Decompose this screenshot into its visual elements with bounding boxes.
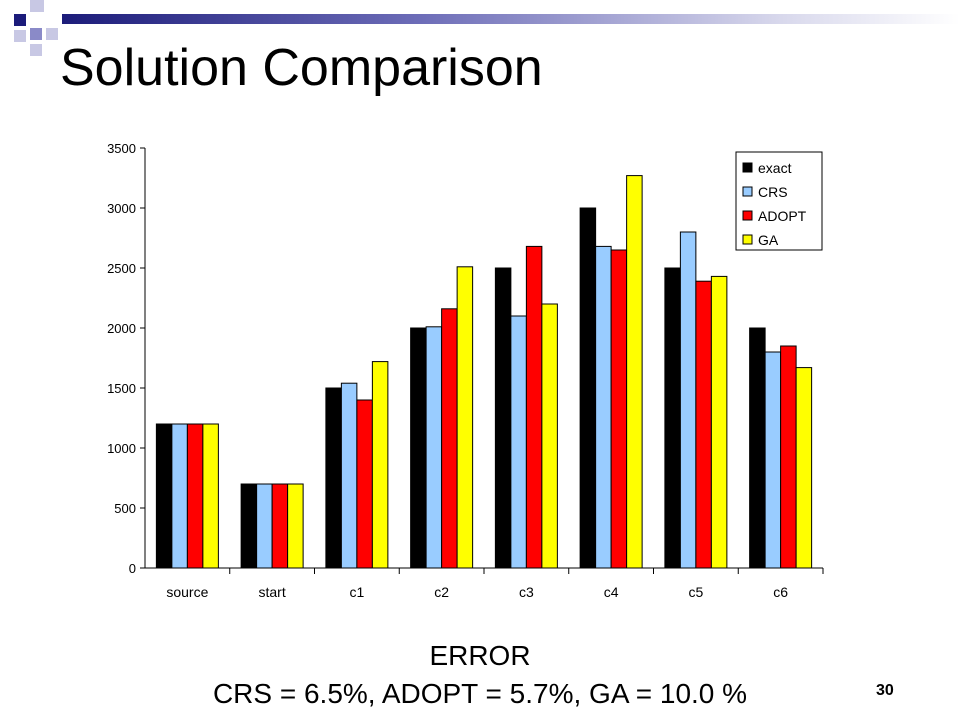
bar-exact: [494, 267, 512, 569]
deco-square-light-2: [46, 28, 58, 40]
bar-adopt: [441, 308, 458, 569]
y-tick-label: 2000: [107, 321, 136, 336]
x-tick-label: c5: [688, 584, 703, 600]
bar-ga: [541, 303, 558, 569]
deco-square-light-4: [30, 44, 42, 56]
bar-adopt: [610, 249, 628, 569]
bar-ga: [795, 367, 813, 569]
bar-crs: [425, 326, 443, 569]
bar-crs: [510, 315, 527, 569]
bar-adopt: [525, 245, 543, 569]
x-tick-label: c4: [604, 584, 619, 600]
bar-ga: [626, 175, 643, 569]
y-tick-label: 500: [114, 501, 136, 516]
header-decoration: [0, 0, 960, 60]
x-tick-label: start: [259, 584, 286, 600]
x-tick-label: source: [166, 584, 208, 600]
y-tick-label: 2500: [107, 261, 136, 276]
bar-crs: [340, 382, 358, 569]
bar-crs: [256, 483, 273, 569]
bar-exact: [325, 387, 342, 569]
bar-adopt: [780, 345, 797, 569]
y-tick-label: 1500: [107, 381, 136, 396]
x-tick-label: c2: [434, 584, 449, 600]
bar-adopt: [695, 280, 712, 569]
legend-swatch: [742, 234, 753, 245]
bar-adopt: [356, 399, 373, 569]
error-label: ERROR: [429, 640, 531, 671]
bar-ga: [456, 266, 474, 569]
bar-exact: [664, 267, 681, 569]
bar-ga: [287, 483, 304, 569]
bar-exact: [240, 483, 258, 569]
deco-square-light: [30, 0, 44, 12]
legend-label: CRS: [758, 184, 788, 200]
x-tick-label: c1: [349, 584, 364, 600]
error-values: CRS = 6.5%, ADOPT = 5.7%, GA = 10.0 %: [212, 678, 748, 709]
bar-crs: [764, 351, 782, 569]
bar-crs: [679, 231, 697, 569]
bar-ga: [710, 275, 728, 569]
x-tick-label: c6: [773, 584, 788, 600]
y-tick-label: 0: [129, 561, 136, 576]
legend-label: exact: [758, 160, 792, 176]
bar-ga: [371, 361, 389, 569]
bar-exact: [579, 207, 597, 569]
bar-crs: [595, 245, 612, 569]
deco-square-light-3: [14, 30, 26, 42]
y-tick-label: 3500: [107, 141, 136, 156]
legend-label: ADOPT: [758, 208, 807, 224]
legend-swatch: [742, 162, 753, 173]
deco-square-mid: [30, 28, 42, 40]
y-tick-label: 3000: [107, 201, 136, 216]
bar-ga: [202, 423, 219, 569]
bar-adopt: [271, 483, 289, 569]
bar-crs: [171, 423, 188, 569]
legend-swatch: [742, 186, 753, 197]
slide-title: Solution Comparison: [60, 39, 543, 97]
slide-number: 30: [876, 682, 894, 699]
bar-exact: [410, 327, 427, 569]
bar-adopt: [186, 423, 204, 569]
deco-square-dark: [14, 14, 26, 26]
legend-label: GA: [758, 232, 779, 248]
y-tick-label: 1000: [107, 441, 136, 456]
bar-exact: [749, 327, 766, 569]
x-tick-label: c3: [519, 584, 534, 600]
legend-swatch: [742, 210, 753, 221]
header-gradient-bar: [62, 14, 960, 24]
bar-exact: [155, 423, 173, 569]
